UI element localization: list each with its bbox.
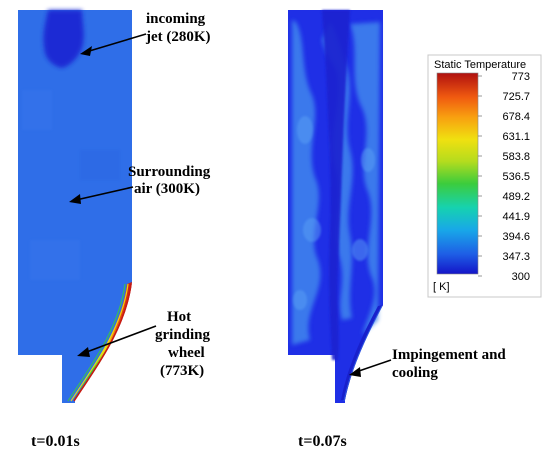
legend-tick-label: 489.2 — [502, 191, 530, 203]
domain-shape-early — [18, 10, 132, 403]
impingement-label-line2: cooling — [392, 365, 438, 381]
legend-unit: [ K] — [433, 281, 450, 293]
cooled-wheel-boundary — [341, 305, 383, 400]
annotation-impingement: Impingement and cooling — [349, 347, 506, 381]
wheel-label-line1: Hot — [167, 309, 191, 325]
legend-tick-label: 394.6 — [502, 231, 530, 243]
annotation-air: Surrounding air (300K) — [69, 164, 211, 204]
wheel-label-line3: wheel — [168, 345, 205, 361]
legend-tick-label: 536.5 — [502, 171, 530, 183]
legend-title: Static Temperature — [434, 59, 526, 71]
legend-ticks: 773 725.7 678.4 631.1 583.8 536.5 489.2 441.9 39… — [478, 71, 530, 283]
time-label-late: t=0.07s — [298, 433, 347, 450]
air-label-line1: Surrounding — [128, 164, 211, 180]
cold-jet-core — [322, 10, 350, 360]
wheel-label-line4: (773K) — [160, 363, 204, 379]
time-label-early: t=0.01s — [31, 433, 80, 450]
legend-tick-label: 347.3 — [502, 251, 530, 263]
jet-label-line2: jet (280K) — [145, 29, 211, 45]
legend-tick-label: 300 — [512, 271, 530, 283]
impingement-label-line1: Impingement and — [392, 347, 506, 363]
annotation-jet: incoming jet (280K) — [80, 11, 211, 56]
legend-tick-label: 631.1 — [502, 131, 530, 143]
legend-tick-label: 441.9 — [502, 211, 530, 223]
legend-tick-label: 773 — [512, 71, 530, 83]
legend-tick-label: 725.7 — [502, 91, 530, 103]
jet-label-line1: incoming — [146, 11, 206, 27]
air-label-line2: air (300K) — [134, 181, 200, 197]
cold-jet-plume — [43, 10, 84, 68]
legend-tick-label: 583.8 — [502, 151, 530, 163]
legend-tick-label: 678.4 — [502, 111, 530, 123]
annotation-wheel: Hot grinding wheel (773K) — [77, 309, 211, 379]
legend-color-bar — [436, 72, 479, 275]
simulation-panel-late — [288, 10, 383, 403]
color-legend: Static Temperature 773 725.7 678.4 631.1 583… — [427, 54, 542, 298]
wheel-label-line2: grinding — [155, 327, 211, 343]
simulation-panel-early — [18, 10, 132, 403]
